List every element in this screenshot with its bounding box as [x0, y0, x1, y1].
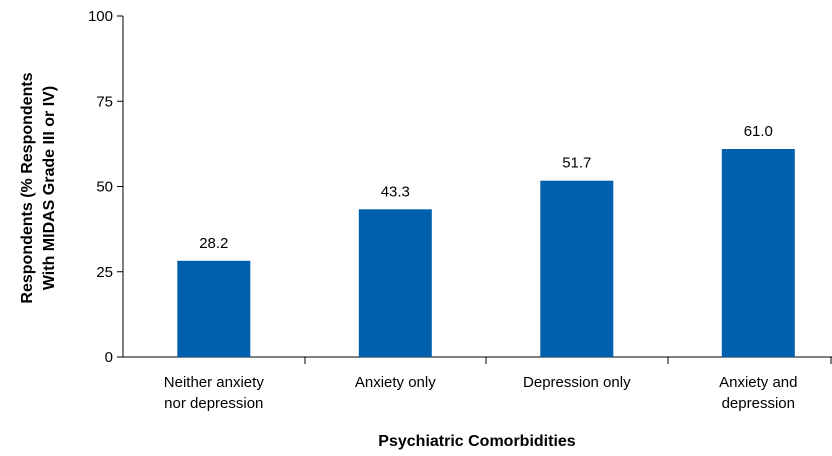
- bar-value-label: 51.7: [562, 155, 591, 172]
- bar: [358, 209, 432, 357]
- bar-value-label: 43.3: [381, 183, 410, 200]
- bar: [721, 149, 795, 357]
- data-labels: 28.2 43.3 51.7 61.0: [199, 123, 773, 252]
- y-axis-title: Respondents (% Respondents With MIDAS Gra…: [19, 72, 58, 303]
- x-axis-title: Psychiatric Comorbidities: [378, 433, 575, 450]
- x-tick-label: Anxiety only: [355, 374, 436, 391]
- y-tick-label: 100: [88, 8, 113, 25]
- x-axis: Neither anxiety nor depression Anxiety onl…: [123, 356, 832, 412]
- y-tick-label: 0: [105, 349, 113, 366]
- y-tick-label: 25: [96, 264, 113, 281]
- y-tick-label: 75: [96, 93, 113, 110]
- x-tick-label: Neither anxiety nor depression: [164, 374, 265, 412]
- bars: [177, 149, 795, 357]
- x-tick-label: Depression only: [523, 374, 631, 391]
- y-axis: 0 25 50 75 100: [88, 8, 124, 366]
- bar: [177, 260, 251, 357]
- x-tick-label: Anxiety and depression: [719, 374, 797, 412]
- y-tick-label: 50: [96, 179, 113, 196]
- bar-value-label: 28.2: [199, 235, 228, 252]
- bar-value-label: 61.0: [744, 123, 773, 140]
- bar: [540, 180, 614, 357]
